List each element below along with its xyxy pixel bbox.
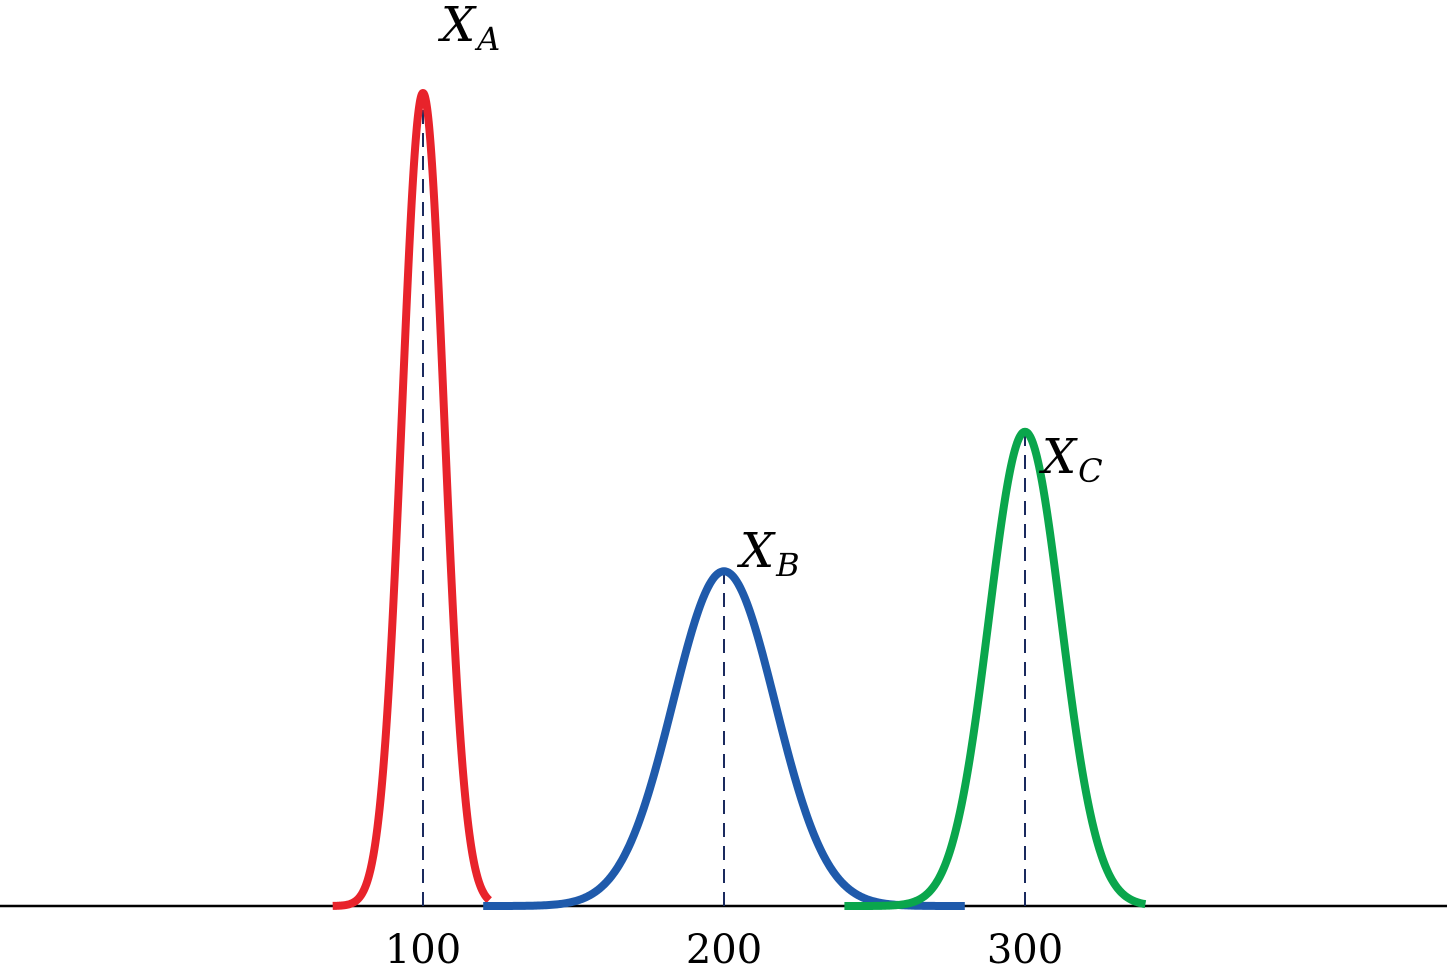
curve-xc [841,427,1149,910]
mean-lines [422,93,1026,906]
curve-label-xa-main: X [437,0,477,53]
curve-label-xc-main: X [1038,429,1078,485]
x-tick-label-100: 100 [385,927,461,966]
curve-label-xa: XA [437,0,500,58]
curve-label-xc: XC [1038,429,1103,490]
x-tick-labels: 100 200 300 [385,927,1063,966]
x-tick-label-300: 300 [987,927,1063,966]
curve-labels: XA XB XC [437,0,1103,584]
curve-label-xb-sub: B [775,546,800,584]
x-tick-label-200: 200 [686,927,762,966]
curve-label-xb-main: X [736,523,776,579]
curve-label-xc-sub: C [1078,452,1102,490]
curves [329,89,1149,910]
curve-label-xa-sub: A [474,20,500,58]
curve-xa [329,89,493,910]
curve-label-xb: XB [736,523,800,584]
